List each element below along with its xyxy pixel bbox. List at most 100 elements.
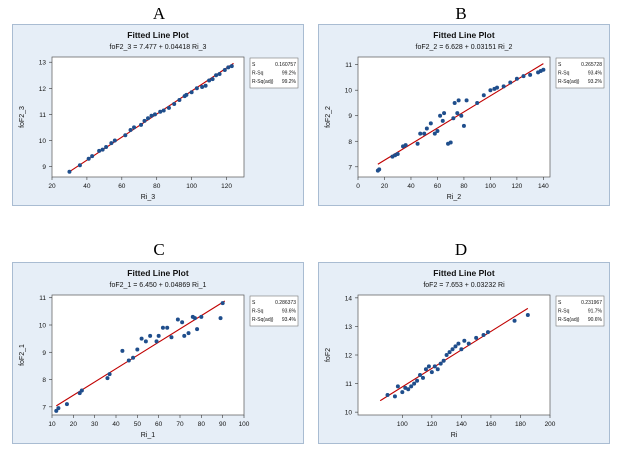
stats-label: R-Sq: [558, 71, 570, 77]
data-point: [464, 98, 469, 103]
x-axis-label: Ri: [451, 432, 458, 439]
data-point: [440, 118, 445, 123]
x-tick-label: 70: [176, 421, 184, 428]
x-tick-label: 120: [221, 183, 232, 190]
y-tick-label: 10: [39, 323, 47, 330]
data-point: [452, 100, 457, 105]
y-tick-label: 10: [345, 410, 353, 417]
data-point: [105, 376, 110, 381]
data-point: [475, 100, 480, 105]
chart-subtitle: foF2_1 = 6.450 + 0.04869 Ri_1: [110, 282, 207, 289]
data-point: [54, 408, 59, 413]
x-tick-label: 40: [112, 421, 120, 428]
data-point: [154, 339, 159, 344]
x-tick-label: 50: [134, 421, 142, 428]
stats-label: S: [558, 62, 562, 68]
y-tick-label: 9: [42, 164, 46, 171]
chart-a-svg: Fitted Line Plot foF2_3 = 7.477 + 0.04418…: [12, 24, 304, 206]
data-point: [226, 65, 231, 70]
x-tick-label: 200: [545, 421, 556, 428]
stats-box: [249, 57, 299, 89]
data-point: [64, 402, 69, 407]
data-point: [200, 85, 205, 89]
data-point: [442, 111, 447, 116]
data-point: [143, 339, 148, 344]
chart-d: Fitted Line Plot foF2 = 7.653 + 0.03232 R…: [318, 262, 610, 444]
stats-value: 93.2%: [588, 79, 603, 85]
data-point: [485, 330, 490, 335]
data-point: [447, 350, 452, 355]
x-tick-label: 80: [198, 421, 206, 428]
x-tick-label: 140: [538, 183, 549, 190]
stats-value: 0.265728: [581, 62, 602, 68]
stats-label: R-Sq: [252, 309, 264, 315]
data-point: [512, 318, 517, 323]
chart-subtitle: foF2_3 = 7.477 + 0.04418 Ri_3: [110, 44, 207, 51]
x-axis-label: Ri_2: [447, 194, 462, 201]
stats-box: [555, 57, 605, 89]
stats-value: 91.7%: [588, 309, 603, 315]
data-point: [158, 109, 163, 114]
y-tick-label: 11: [345, 381, 352, 388]
chart-b: Fitted Line Plot foF2_2 = 6.628 + 0.03151…: [318, 24, 610, 206]
data-point: [415, 378, 420, 383]
data-point: [222, 68, 227, 73]
data-point: [175, 317, 180, 322]
y-axis-label: foF2_3: [19, 106, 26, 128]
data-point: [418, 131, 423, 136]
stats-value: 93.4%: [282, 317, 297, 323]
data-point: [186, 331, 191, 336]
y-axis-label: foF2: [325, 348, 332, 362]
data-point: [474, 335, 479, 340]
data-point: [461, 123, 466, 128]
chart-subtitle: foF2_2 = 6.628 + 0.03151 Ri_2: [416, 44, 513, 51]
data-point: [481, 333, 486, 337]
panel-label-d: D: [454, 240, 468, 259]
data-point: [67, 169, 72, 174]
data-point: [182, 333, 187, 338]
data-point: [132, 125, 137, 130]
y-axis-label: foF2_1: [19, 344, 26, 366]
data-point: [395, 152, 400, 157]
data-point: [128, 128, 133, 133]
data-point: [192, 316, 197, 321]
y-tick-label: 9: [42, 350, 46, 357]
panel-label-b: B: [455, 4, 467, 23]
data-point: [97, 148, 102, 153]
chart-title: Fitted Line Plot: [433, 30, 495, 40]
data-point: [426, 364, 431, 369]
y-tick-label: 8: [42, 377, 46, 384]
data-point: [403, 143, 408, 148]
data-point: [56, 406, 61, 411]
x-tick-label: 100: [239, 421, 250, 428]
chart-a: Fitted Line Plot foF2_3 = 7.477 + 0.04418…: [12, 24, 304, 206]
y-tick-label: 14: [345, 295, 353, 302]
x-tick-label: 140: [456, 421, 467, 428]
data-point: [418, 373, 423, 377]
data-point: [501, 84, 506, 89]
data-point: [495, 85, 500, 90]
x-tick-label: 80: [460, 183, 468, 190]
x-tick-label: 20: [381, 183, 389, 190]
data-point: [422, 131, 427, 136]
data-point: [100, 147, 105, 152]
x-tick-label: 100: [397, 421, 408, 428]
stats-value: 99.2%: [282, 79, 297, 85]
y-axis-label: foF2_2: [325, 106, 332, 128]
data-point: [152, 112, 157, 117]
data-point: [214, 73, 219, 78]
data-point: [79, 388, 84, 393]
data-point: [541, 67, 546, 72]
data-point: [438, 113, 443, 118]
stats-label: S: [252, 62, 256, 68]
data-point: [459, 113, 464, 118]
data-point: [528, 72, 533, 77]
data-point: [169, 335, 174, 340]
data-point: [508, 80, 513, 85]
chart-subtitle: foF2 = 7.653 + 0.03232 Ri: [423, 282, 505, 289]
data-point: [385, 393, 390, 397]
x-tick-label: 10: [48, 421, 56, 428]
y-tick-label: 7: [42, 404, 46, 411]
data-point: [456, 98, 461, 103]
chart-c: Fitted Line Plot foF2_1 = 6.450 + 0.04869…: [12, 262, 304, 444]
